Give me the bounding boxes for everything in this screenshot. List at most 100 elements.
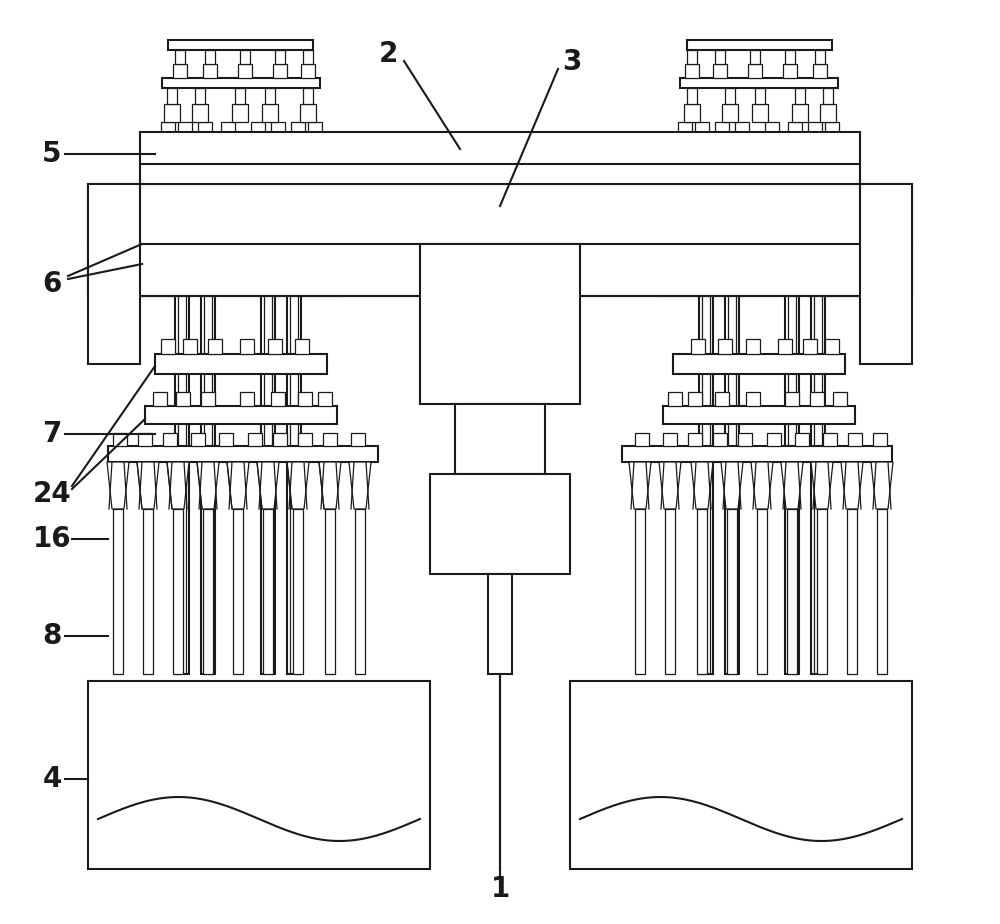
Bar — [738, 433, 752, 446]
Polygon shape — [107, 462, 129, 509]
Bar — [792, 104, 808, 122]
Bar — [788, 122, 802, 134]
Bar — [688, 433, 702, 446]
Polygon shape — [629, 462, 651, 509]
Bar — [293, 509, 303, 674]
Bar — [298, 392, 312, 406]
Bar — [785, 392, 799, 406]
Bar — [275, 50, 285, 64]
Bar — [287, 152, 301, 674]
Bar — [298, 433, 312, 446]
Bar — [201, 392, 215, 406]
Bar — [261, 152, 275, 674]
Text: 8: 8 — [42, 622, 62, 650]
Bar — [808, 122, 822, 134]
Bar — [748, 64, 762, 78]
Text: 16: 16 — [33, 525, 71, 553]
Bar — [420, 244, 580, 404]
Bar — [727, 509, 737, 674]
Bar — [155, 354, 327, 374]
Bar — [785, 152, 799, 674]
Bar — [767, 433, 781, 446]
Bar — [175, 152, 189, 674]
Bar — [825, 122, 839, 134]
Text: 1: 1 — [490, 875, 510, 903]
Bar — [787, 509, 797, 674]
Bar — [713, 64, 727, 78]
Bar — [848, 433, 862, 446]
Text: 24: 24 — [33, 480, 71, 508]
Bar — [847, 509, 857, 674]
Bar — [192, 104, 208, 122]
Bar — [722, 104, 738, 122]
Bar — [195, 88, 205, 104]
Bar — [823, 88, 833, 104]
Bar — [668, 392, 682, 406]
Bar — [746, 339, 760, 354]
Polygon shape — [319, 462, 341, 509]
Bar — [660, 184, 702, 296]
Bar — [688, 392, 702, 406]
Text: 3: 3 — [562, 48, 582, 76]
Bar — [635, 509, 645, 674]
Bar — [162, 78, 320, 88]
Bar — [833, 392, 847, 406]
Polygon shape — [197, 462, 219, 509]
Bar — [622, 446, 892, 462]
Polygon shape — [137, 462, 159, 509]
Bar — [725, 152, 739, 674]
Bar — [203, 509, 213, 674]
Bar — [205, 50, 215, 64]
Bar — [173, 64, 187, 78]
Bar — [178, 122, 192, 134]
Bar — [153, 392, 167, 406]
Bar — [263, 509, 273, 674]
Bar — [221, 122, 235, 134]
Polygon shape — [781, 462, 803, 509]
Bar — [271, 122, 285, 134]
Bar — [155, 134, 325, 152]
Bar — [240, 339, 254, 354]
Bar — [161, 122, 175, 134]
Bar — [860, 184, 912, 364]
Text: 4: 4 — [42, 765, 62, 793]
Bar — [208, 339, 222, 354]
Bar — [817, 509, 827, 674]
Bar — [273, 433, 287, 446]
Bar — [235, 88, 245, 104]
Bar — [248, 433, 262, 446]
Bar — [823, 433, 837, 446]
Polygon shape — [659, 462, 681, 509]
Bar — [757, 509, 767, 674]
Bar — [687, 50, 697, 64]
Bar — [291, 122, 305, 134]
Bar — [173, 509, 183, 674]
Bar — [251, 122, 265, 134]
Polygon shape — [257, 462, 279, 509]
Bar — [825, 339, 839, 354]
Bar — [570, 681, 912, 869]
Bar — [303, 88, 313, 104]
Bar — [113, 433, 127, 446]
Bar — [715, 50, 725, 64]
Bar — [715, 392, 729, 406]
Text: 2: 2 — [378, 40, 398, 68]
Bar — [715, 122, 729, 134]
Bar — [161, 339, 175, 354]
Bar — [687, 40, 832, 50]
Bar — [191, 433, 205, 446]
Bar — [803, 339, 817, 354]
Bar — [673, 354, 845, 374]
Bar — [240, 392, 254, 406]
Polygon shape — [871, 462, 893, 509]
Bar — [303, 50, 313, 64]
Bar — [691, 339, 705, 354]
Bar — [684, 104, 700, 122]
Bar — [240, 50, 250, 64]
Bar — [725, 88, 735, 104]
Bar — [183, 339, 197, 354]
Bar — [142, 184, 184, 296]
Bar — [323, 433, 337, 446]
Bar — [273, 64, 287, 78]
Bar — [113, 509, 123, 674]
